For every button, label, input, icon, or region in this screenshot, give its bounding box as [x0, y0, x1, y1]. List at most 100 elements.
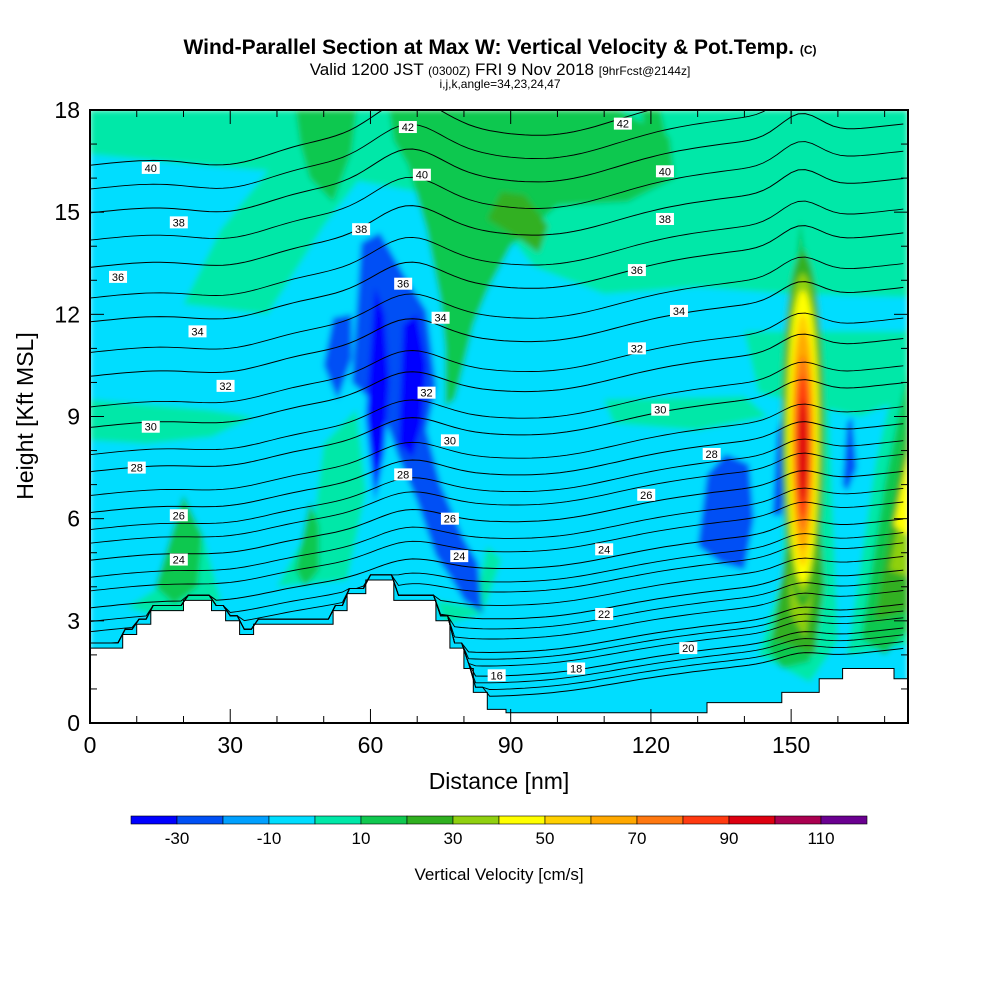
contour-labels: 40 42 42 40 40 38 38 38 36 36 36 34 34 34 32 32 32 30 30 30…	[109, 117, 721, 682]
contour-label-text: 32	[219, 381, 231, 393]
contour-label-text: 34	[673, 306, 685, 318]
isentrope-extra-11	[90, 452, 904, 544]
colorbar-swatch	[820, 815, 868, 825]
contour-label-box	[702, 447, 721, 460]
contour-label-20: 28	[127, 461, 146, 475]
contour-label-box	[127, 461, 146, 474]
contour-label-box	[141, 161, 160, 174]
field-region-4	[604, 396, 768, 431]
contour-label-27: 24	[450, 550, 469, 563]
colorbar-tick-label: 10	[352, 829, 371, 848]
y-tick-label: 6	[67, 506, 80, 532]
contour-label-18: 30	[440, 434, 459, 447]
field-region-21	[889, 436, 908, 577]
contour-label-4: 40	[655, 165, 674, 178]
field-region-29	[398, 314, 427, 458]
x-tick-labels: 0 30 60 90 120 150	[84, 732, 811, 758]
contour-label-box	[655, 165, 674, 178]
colorbar-swatch	[314, 815, 362, 825]
contour-label-text: 28	[131, 463, 143, 475]
isentrope-36	[90, 225, 904, 323]
contour-label-3: 40	[412, 168, 431, 182]
colorbar-swatch	[682, 815, 730, 825]
field-region-12	[641, 110, 670, 165]
y-tick-label: 12	[54, 301, 80, 327]
contour-label-21: 28	[394, 468, 413, 481]
chart-valid-line: Valid 1200 JST (0300Z) FRI 9 Nov 2018 [9…	[0, 60, 1000, 80]
terrain-profile	[90, 579, 908, 723]
contour-label-box	[595, 608, 614, 621]
field-region-17	[487, 191, 549, 253]
contour-label-7: 38	[655, 212, 674, 226]
isentrope-lines	[90, 110, 904, 697]
contour-label-15: 32	[417, 386, 436, 400]
isentrope-24	[90, 518, 904, 609]
contour-label-22: 28	[702, 447, 721, 461]
contour-label-text: 22	[598, 609, 610, 621]
contour-label-box	[431, 311, 450, 324]
contour-label-16: 32	[627, 342, 646, 355]
contour-label-text: 34	[434, 313, 446, 325]
contour-label-box	[169, 216, 188, 229]
contour-label-text: 24	[173, 555, 185, 567]
isentrope-30	[90, 379, 904, 473]
colorbar-tick-label: -30	[165, 829, 190, 848]
contour-label-box	[655, 212, 674, 225]
contour-label-box	[595, 543, 614, 556]
contour-label-text: 26	[640, 490, 652, 502]
isentrope-extra-19	[90, 110, 768, 190]
contour-label-box	[417, 386, 436, 399]
isentrope-extra-18	[90, 141, 904, 241]
contour-label-13: 34	[669, 304, 688, 318]
contour-label-box	[169, 553, 188, 566]
contour-label-30: 20	[679, 642, 698, 655]
y-tick-label: 3	[67, 608, 80, 634]
contour-label-box	[169, 509, 188, 522]
contour-label-28: 24	[595, 543, 614, 556]
contour-label-text: 40	[659, 166, 671, 178]
contour-label-0: 40	[141, 161, 160, 175]
colorbar-tick-label: 110	[807, 829, 834, 848]
colorbar-tick-label: -10	[257, 829, 282, 848]
isentrope-38	[90, 169, 904, 268]
contour-label-text: 34	[191, 326, 203, 338]
contour-label-text: 38	[659, 214, 671, 226]
contour-label-12: 34	[431, 311, 450, 325]
field-region-5	[277, 409, 366, 587]
contour-label-box	[109, 270, 128, 283]
colorbar-swatch	[452, 815, 500, 825]
valid-utc: (0300Z)	[428, 64, 471, 78]
colorbar-swatch	[728, 815, 776, 825]
contour-label-17: 30	[141, 420, 160, 434]
isentrope-26	[90, 470, 904, 561]
colorbar-swatch	[406, 815, 454, 825]
chart-title-text: Wind-Parallel Section at Max W: Vertical…	[183, 36, 794, 59]
isentrope-extra-8	[90, 532, 904, 622]
contour-label-box	[651, 403, 670, 416]
field-region-10	[389, 110, 675, 407]
field-region-27	[842, 416, 857, 492]
colorbar-tick-label: 70	[628, 829, 647, 848]
contour-label-text: 30	[444, 435, 456, 447]
x-tick-label: 150	[772, 732, 810, 758]
axis-ticks	[89, 109, 908, 724]
contour-label-box	[412, 168, 431, 181]
contour-label-box	[394, 277, 413, 290]
colorbar-swatch	[176, 815, 224, 825]
contour-label-box	[440, 434, 459, 447]
x-tick-label: 90	[498, 732, 524, 758]
contour-label-26: 24	[169, 553, 188, 567]
isentrope-extra-9	[90, 501, 904, 592]
contour-label-8: 36	[109, 270, 128, 284]
contour-label-box	[394, 468, 413, 481]
contour-label-box	[440, 512, 459, 525]
y-axis-label: Height [Kft MSL]	[12, 332, 38, 499]
contour-label-text: 26	[173, 510, 185, 522]
isentrope-extra-12	[90, 438, 904, 531]
field-region-14	[295, 501, 319, 587]
contour-label-2: 42	[613, 117, 632, 131]
contour-label-11: 34	[188, 325, 207, 338]
colorbar-label: Vertical Velocity [cm/s]	[414, 865, 583, 884]
colorbar-tick-label: 50	[536, 829, 555, 848]
field-region-23	[323, 314, 352, 400]
